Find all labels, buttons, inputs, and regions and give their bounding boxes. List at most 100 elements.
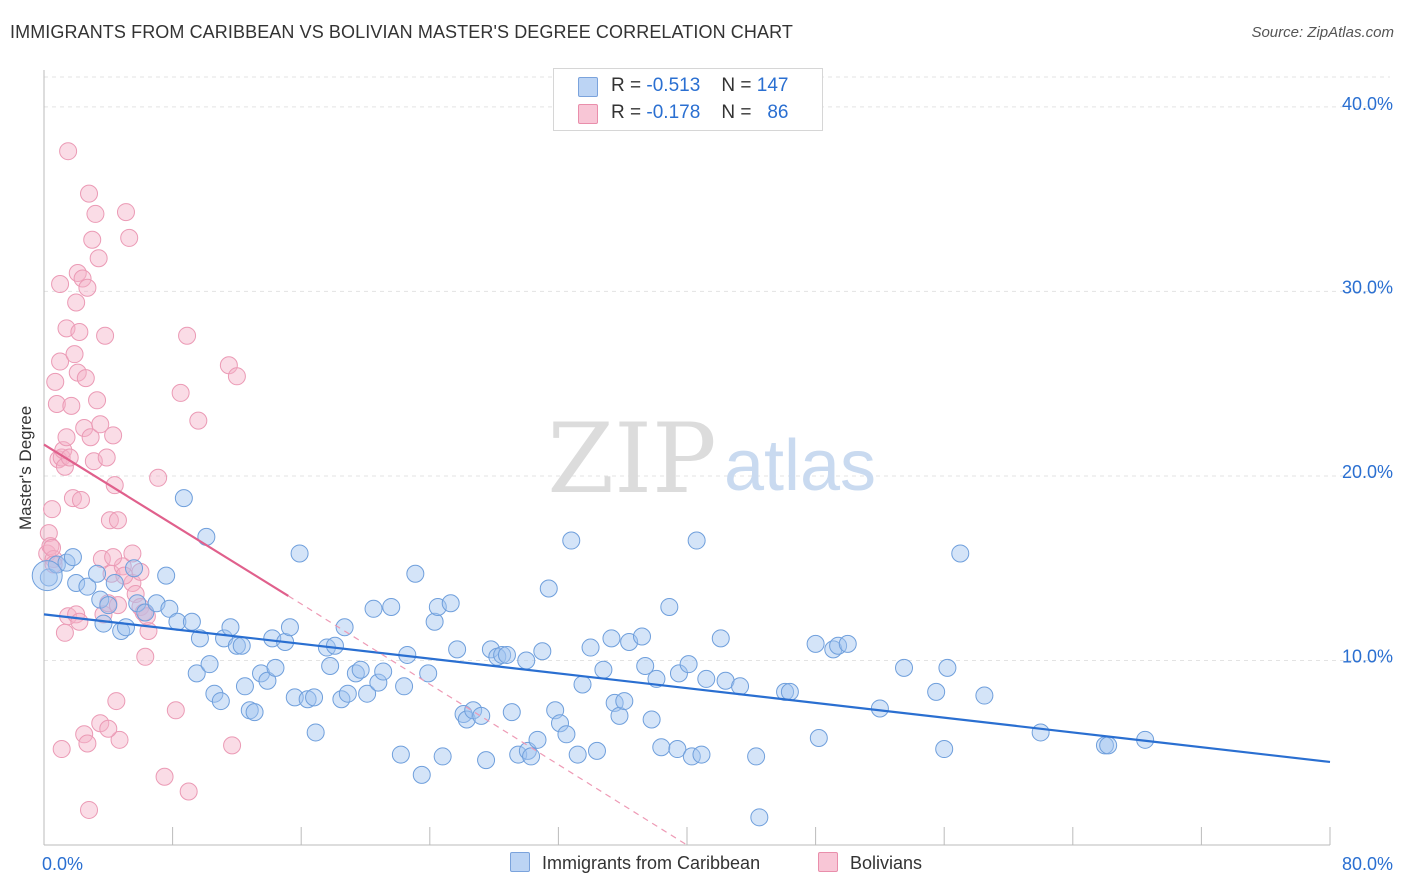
point-caribbean <box>211 692 230 711</box>
data-points <box>31 142 1155 827</box>
point-bolivians <box>78 278 97 297</box>
point-bolivians <box>97 448 116 467</box>
point-caribbean <box>975 686 994 705</box>
point-bolivians <box>78 734 97 753</box>
point-bolivians <box>179 782 198 801</box>
point-caribbean <box>517 651 536 670</box>
trend-lines <box>43 443 1331 846</box>
point-caribbean <box>951 544 970 563</box>
point-caribbean <box>125 559 144 578</box>
point-caribbean <box>870 699 889 718</box>
y-axis-title: Master's Degree <box>16 405 35 530</box>
axes <box>43 70 1331 846</box>
point-caribbean <box>200 655 219 674</box>
point-caribbean <box>615 692 634 711</box>
point-caribbean <box>369 673 388 692</box>
point-caribbean <box>232 636 251 655</box>
point-caribbean <box>116 618 135 637</box>
point-caribbean <box>809 728 828 747</box>
point-bolivians <box>120 228 139 247</box>
watermark-atlas: atlas <box>724 426 876 506</box>
point-caribbean <box>669 664 688 683</box>
point-bolivians <box>113 557 132 576</box>
point-caribbean-large <box>31 560 63 592</box>
point-bolivians <box>70 323 89 342</box>
point-caribbean <box>581 638 600 657</box>
point-caribbean <box>88 564 107 583</box>
point-bolivians <box>88 391 107 410</box>
point-caribbean <box>266 658 285 677</box>
point-caribbean <box>780 682 799 701</box>
point-bolivians <box>96 326 115 345</box>
point-bolivians <box>123 544 142 563</box>
point-caribbean <box>731 677 750 696</box>
point-caribbean <box>457 710 476 729</box>
point-caribbean <box>539 579 558 598</box>
point-bolivians <box>155 767 174 786</box>
point-caribbean <box>321 657 340 676</box>
bottom-legend-swatch-blue <box>510 852 530 872</box>
point-bolivians <box>104 548 123 567</box>
point-caribbean <box>668 740 687 759</box>
point-caribbean <box>481 640 500 659</box>
point-caribbean <box>594 660 613 679</box>
point-bolivians <box>60 448 79 467</box>
point-caribbean <box>750 808 769 827</box>
x-tick-label-max: 80.0% <box>1342 854 1393 874</box>
point-bolivians <box>76 369 95 388</box>
point-caribbean <box>94 614 113 633</box>
point-caribbean <box>358 684 377 703</box>
point-caribbean <box>502 703 521 722</box>
point-caribbean <box>493 645 512 664</box>
point-bolivians <box>116 203 135 222</box>
point-caribbean <box>838 634 857 653</box>
r-value-bolivians: -0.178 <box>646 102 701 123</box>
point-bolivians <box>91 415 110 434</box>
point-caribbean <box>711 629 730 648</box>
point-caribbean <box>305 688 324 707</box>
point-bolivians <box>43 538 62 557</box>
point-bolivians <box>189 411 208 430</box>
point-caribbean <box>346 664 365 683</box>
point-caribbean <box>692 745 711 764</box>
point-bolivians <box>52 740 71 759</box>
point-caribbean <box>325 636 344 655</box>
point-caribbean <box>205 684 224 703</box>
point-caribbean <box>679 655 698 674</box>
grid-lines <box>44 76 1390 661</box>
point-caribbean <box>448 640 467 659</box>
point-caribbean <box>182 612 201 631</box>
point-bolivians <box>51 352 70 371</box>
tick-labels: 10.0% 20.0% 30.0% 40.0% 0.0% 80.0% <box>42 94 1393 874</box>
point-caribbean <box>557 725 576 744</box>
point-caribbean <box>687 531 706 550</box>
point-caribbean <box>551 714 570 733</box>
point-caribbean <box>351 660 370 679</box>
point-bolivians <box>70 612 89 631</box>
point-caribbean <box>895 658 914 677</box>
point-bolivians <box>89 249 108 268</box>
point-caribbean <box>160 599 179 618</box>
point-caribbean <box>636 657 655 676</box>
point-caribbean <box>747 747 766 766</box>
point-bolivians <box>47 394 66 413</box>
point-caribbean <box>395 677 414 696</box>
point-bolivians <box>107 692 126 711</box>
point-caribbean <box>441 594 460 613</box>
point-bolivians <box>108 596 127 615</box>
point-caribbean <box>374 662 393 681</box>
point-bolivians <box>227 367 246 386</box>
point-bolivians <box>99 719 118 738</box>
point-caribbean <box>187 664 206 683</box>
point-caribbean <box>642 710 661 729</box>
point-caribbean <box>1099 736 1118 755</box>
point-bolivians <box>166 701 185 720</box>
x-tick-label-min: 0.0% <box>42 854 83 874</box>
stats-legend: R = -0.513 N = 147 R = -0.178 N = 86 <box>553 68 823 131</box>
point-bolivians <box>62 396 81 415</box>
point-bolivians <box>51 275 70 294</box>
trend-bolivians <box>43 443 289 597</box>
point-caribbean <box>157 566 176 585</box>
point-bolivians <box>71 490 90 509</box>
point-caribbean <box>573 675 592 694</box>
